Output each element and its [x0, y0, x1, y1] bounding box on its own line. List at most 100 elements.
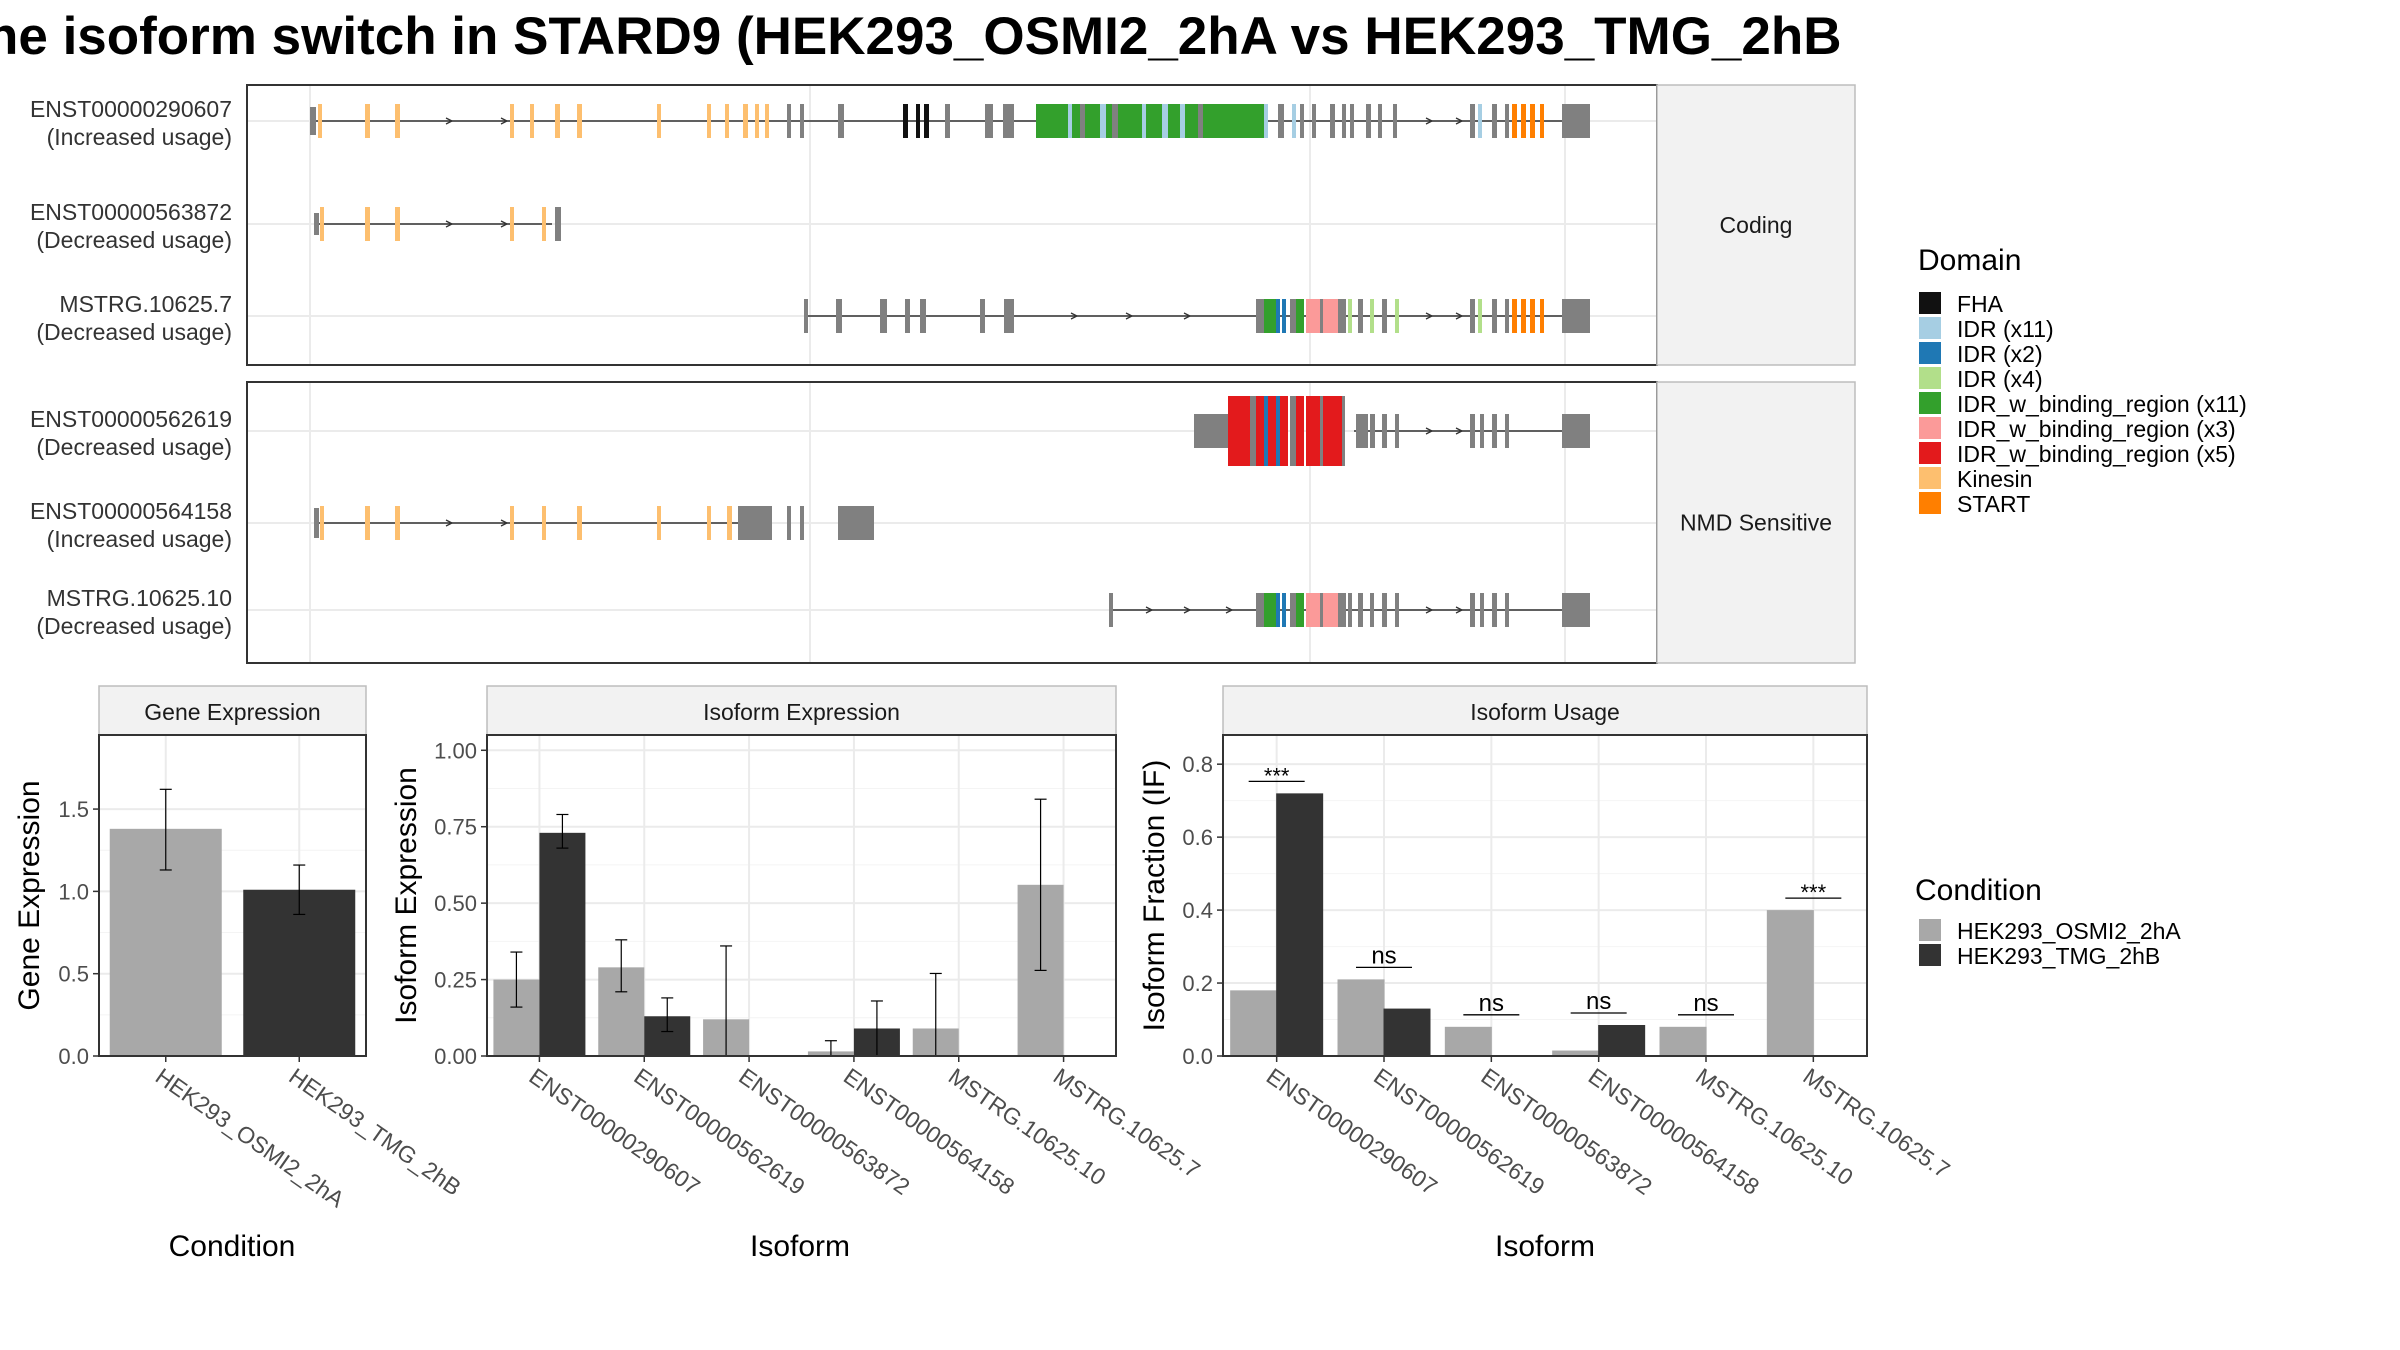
strand-arrow	[1455, 312, 1464, 320]
exon-block	[1382, 299, 1387, 333]
exon-block	[1320, 299, 1323, 333]
exon-block	[707, 506, 711, 540]
exon-block	[1162, 104, 1168, 138]
exon-block	[1370, 299, 1374, 333]
bar	[1598, 1024, 1646, 1056]
significance-label: ns	[1586, 988, 1611, 1015]
exon-block	[838, 104, 844, 138]
exon-block	[1282, 593, 1286, 627]
exon-block	[1264, 299, 1276, 333]
exon-block	[1378, 104, 1382, 138]
exon-block	[365, 104, 370, 138]
y-axis-title: Gene Expression	[13, 780, 46, 1010]
exon-block	[1521, 104, 1526, 138]
y-tick-label: 0.0	[58, 1044, 89, 1069]
exon-block	[1290, 299, 1296, 333]
exon-block	[1370, 593, 1374, 627]
exon-block	[1276, 299, 1280, 333]
exon-block	[1109, 593, 1113, 627]
figure-title: he isoform switch in STARD9 (HEK293_OSMI…	[0, 7, 1842, 66]
exon-block	[743, 104, 748, 138]
exon-block	[1306, 396, 1332, 466]
domain-legend-label: FHA	[1957, 291, 2004, 317]
condition-legend-label: HEK293_TMG_2hB	[1957, 943, 2160, 969]
exon-block	[1492, 414, 1497, 448]
exon-block	[755, 104, 759, 138]
exon-block	[903, 104, 908, 138]
exon-block	[1198, 104, 1203, 138]
x-tick-label: ENST00000564158	[839, 1063, 1019, 1200]
y-tick-label: 1.00	[434, 738, 477, 763]
exon-block	[1276, 396, 1280, 466]
exon-block	[838, 506, 874, 540]
exon-block	[1348, 299, 1352, 333]
exon-block	[314, 213, 319, 235]
domain-legend-swatch	[1919, 492, 1941, 514]
bar	[1383, 1008, 1431, 1056]
exon-block	[1530, 104, 1535, 138]
strand-arrow	[445, 519, 454, 527]
y-tick-label: 1.5	[58, 797, 89, 822]
exon-block	[542, 207, 546, 241]
strand-arrow	[1455, 427, 1464, 435]
exon-block	[920, 299, 926, 333]
exon-block	[945, 104, 950, 138]
y-tick-label: 0.00	[434, 1044, 477, 1069]
exon-block	[1366, 104, 1371, 138]
exon-block	[1470, 104, 1475, 138]
domain-legend-swatch	[1919, 417, 1941, 439]
exon-block	[1320, 396, 1323, 466]
domain-legend-label: START	[1957, 491, 2030, 517]
bar	[1552, 1050, 1600, 1056]
transcript-usage: (Increased usage)	[47, 124, 232, 150]
strand-arrow	[1183, 606, 1192, 614]
facet-strip	[1656, 84, 1856, 366]
exon-block	[1492, 104, 1497, 138]
exon-block	[1505, 414, 1509, 448]
y-tick-label: 1.0	[58, 879, 89, 904]
exon-block	[1480, 414, 1484, 448]
domain-legend-swatch	[1919, 292, 1941, 314]
transcript-name: ENST00000290607	[30, 96, 232, 122]
strand-arrow	[445, 220, 454, 228]
bar	[1766, 910, 1814, 1056]
exon-block	[1290, 396, 1296, 466]
exon-block	[1512, 104, 1517, 138]
domain-legend-label: IDR (x11)	[1957, 316, 2054, 342]
domain-legend-swatch	[1919, 317, 1941, 339]
exon-block	[365, 506, 370, 540]
exon-block	[1478, 299, 1482, 333]
significance-label: ns	[1479, 990, 1504, 1017]
exon-block	[510, 104, 514, 138]
strand-arrow	[1183, 312, 1192, 320]
exon-block	[1505, 299, 1509, 333]
strand-arrow	[500, 117, 509, 125]
exon-block	[395, 506, 400, 540]
exon-block	[1521, 299, 1526, 333]
transcript-usage: (Increased usage)	[47, 526, 232, 552]
strand-arrow	[1425, 312, 1434, 320]
exon-block	[1342, 396, 1345, 466]
exon-block	[1142, 104, 1146, 138]
strand-arrow	[1125, 312, 1134, 320]
strand-arrow	[445, 117, 454, 125]
y-axis-title: Isoform Fraction (IF)	[1138, 760, 1171, 1032]
significance-label: ns	[1371, 942, 1396, 969]
exon-block	[905, 299, 910, 333]
exon-block	[1256, 299, 1264, 333]
domain-legend-swatch	[1919, 442, 1941, 464]
exon-block	[1264, 396, 1268, 466]
condition-legend-label: HEK293_OSMI2_2hA	[1957, 918, 2181, 944]
exon-block	[1395, 299, 1399, 333]
exon-block	[1268, 396, 1276, 466]
exon-block	[1004, 299, 1014, 333]
domain-legend-label: IDR (x4)	[1957, 366, 2043, 392]
exon-block	[318, 104, 322, 138]
exon-block	[1228, 396, 1250, 466]
y-tick-label: 0.8	[1182, 752, 1213, 777]
facet-strip-label: NMD Sensitive	[1680, 510, 1832, 536]
facet-strip-label: Isoform Expression	[703, 699, 900, 725]
transcript-name: ENST00000562619	[30, 406, 232, 432]
transcript-usage: (Decreased usage)	[36, 434, 232, 460]
exon-block	[1003, 104, 1014, 138]
